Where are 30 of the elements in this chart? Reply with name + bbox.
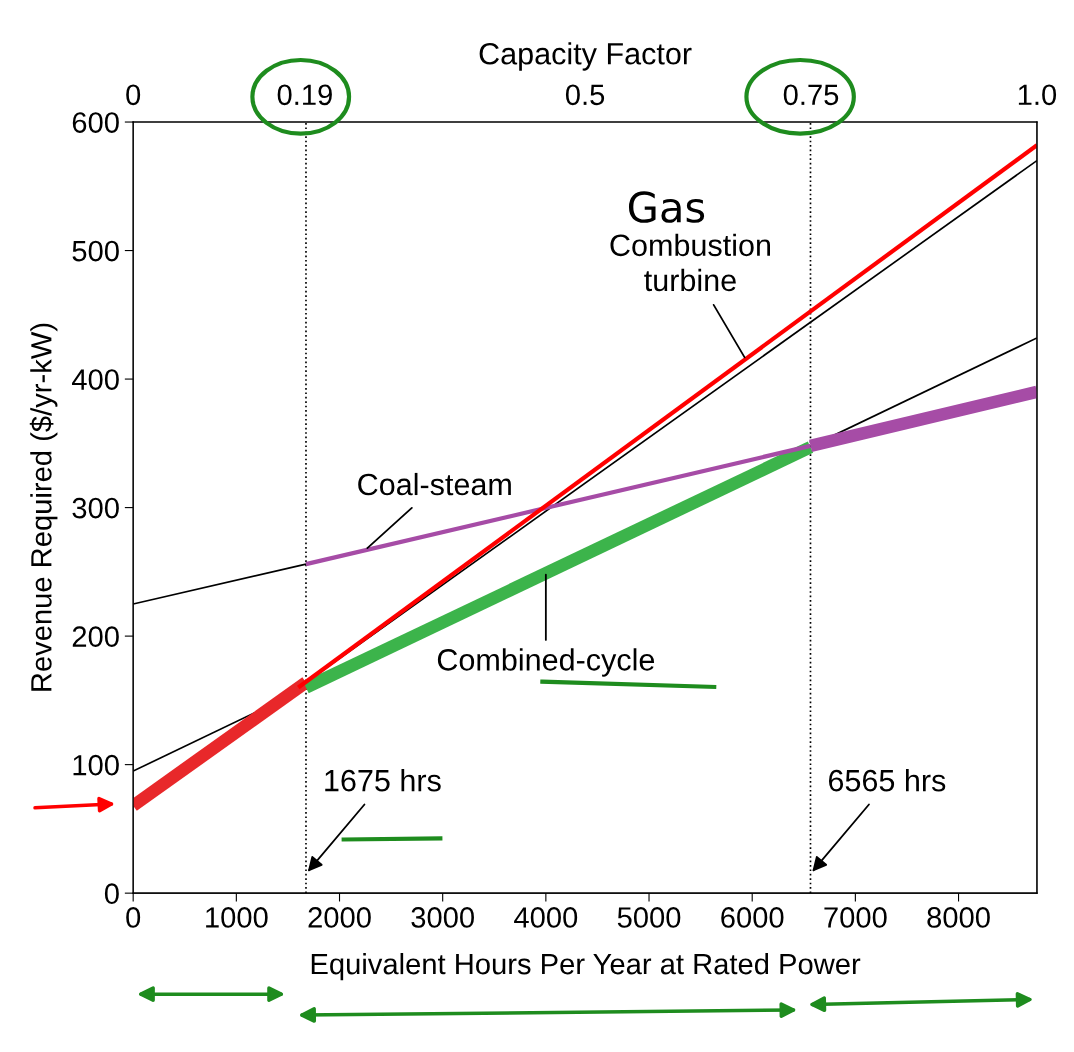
annotation: 6565 hrs — [828, 769, 946, 792]
x-tick-label: 6000 — [721, 907, 784, 928]
y-tick-label: 100 — [73, 754, 119, 776]
y-axis-title: Revenue Required ($/yr-kW) — [29, 323, 58, 691]
x2-axis-title: Capacity Factor — [479, 42, 692, 71]
x-tick-label: 4000 — [514, 907, 578, 928]
annotation: 1675 hrs — [325, 769, 441, 792]
x-tick-label: 2000 — [308, 907, 371, 928]
x2-tick-label: 1.0 — [1018, 84, 1057, 106]
x2-tick-label: 0.19 — [277, 84, 332, 106]
x-tick-label: 0 — [126, 907, 141, 928]
y-tick-label: 200 — [72, 626, 119, 647]
annotation: Gas — [628, 191, 705, 223]
x-tick-label: 3000 — [411, 907, 474, 928]
y-tick-label: 300 — [72, 497, 119, 519]
x-tick-label: 7000 — [824, 907, 887, 928]
y-tick-label: 600 — [72, 112, 119, 133]
x-tick-label: 8000 — [927, 907, 990, 928]
x-axis-title: Equivalent Hours Per Year at Rated Power — [311, 952, 861, 981]
x2-tick-label: 0.75 — [783, 84, 839, 106]
y-tick-label: 0 — [104, 883, 119, 904]
x-tick-label: 5000 — [617, 907, 681, 928]
annotation: Combustion turbine — [610, 233, 770, 292]
x2-tick-label: 0 — [126, 84, 141, 106]
annotation: Coal-steam — [358, 472, 511, 496]
annotation: Combined-cycle — [437, 648, 655, 677]
y-tick-label: 400 — [71, 369, 119, 390]
x-tick-label: 1000 — [206, 907, 268, 928]
x2-tick-label: 0.5 — [565, 84, 605, 106]
y-tick-label: 500 — [72, 240, 119, 262]
